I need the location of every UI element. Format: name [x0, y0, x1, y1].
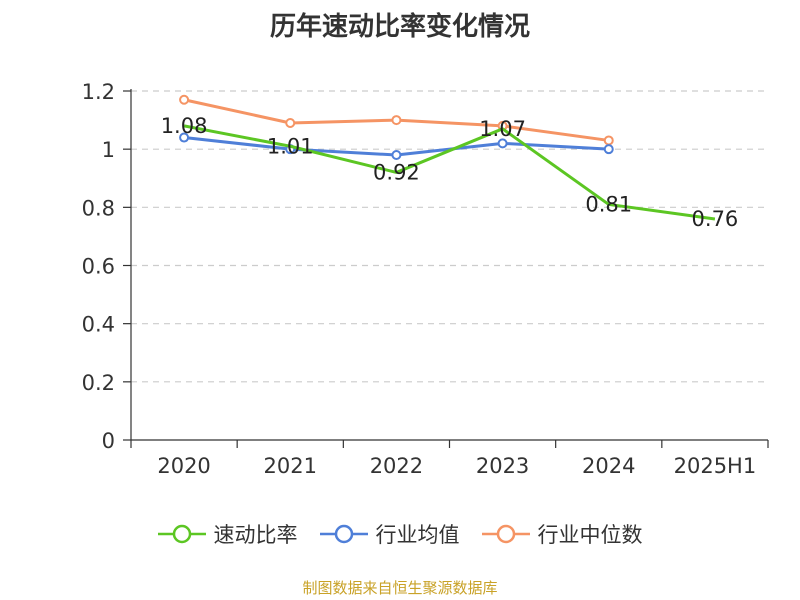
y-tick-label: 0.8 [82, 196, 115, 220]
chart-title: 历年速动比率变化情况 [269, 12, 530, 42]
data-label: 0.81 [585, 192, 632, 216]
series-point [391, 115, 402, 126]
y-tick-label: 1 [102, 138, 115, 162]
legend-swatch-speed-ratio [157, 524, 206, 544]
legend-swatch-industry-mean [319, 524, 368, 544]
legend-label-industry-median: 行业中位数 [537, 523, 643, 547]
x-tick-label: 2023 [476, 454, 529, 478]
grid-lines [131, 90, 768, 383]
legend-label-industry-mean: 行业均值 [375, 523, 460, 547]
y-tick-label: 0.4 [82, 313, 115, 337]
data-label: 0.92 [373, 160, 420, 184]
source-note: 制图数据来自恒生聚源数据库 [302, 579, 498, 597]
legend-item-industry-median[interactable]: 行业中位数 [481, 519, 643, 549]
x-tick-label: 2021 [264, 454, 317, 478]
legend-item-industry-mean[interactable]: 行业均值 [319, 519, 460, 549]
x-tick-label: 2025H1 [674, 454, 757, 478]
series-point [603, 144, 614, 155]
legend-label-speed-ratio: 速动比率 [213, 523, 298, 547]
y-tick-label: 1.2 [82, 80, 115, 104]
data-labels: 1.08 1.01 0.92 1.07 0.81 0.76 [161, 114, 739, 231]
y-tick-label: 0.6 [82, 255, 115, 279]
series-lines [179, 94, 716, 221]
x-tick-label: 2020 [157, 454, 210, 478]
series-point [179, 94, 190, 105]
legend-item-speed-ratio[interactable]: 速动比率 [157, 519, 298, 549]
legend: 速动比率 行业均值 行业中位数 [0, 519, 800, 549]
x-tick-label: 2022 [370, 454, 423, 478]
series-point [497, 138, 508, 149]
data-label: 0.76 [692, 207, 739, 231]
series-line [183, 124, 716, 221]
series-point [391, 149, 402, 160]
y-tick-label: 0 [102, 429, 115, 453]
data-label: 1.08 [161, 114, 208, 138]
series-point [603, 135, 614, 146]
data-label: 1.07 [479, 117, 526, 141]
data-label: 1.01 [267, 134, 314, 158]
y-tick-label: 0.2 [82, 371, 115, 395]
x-tick-label: 2024 [582, 454, 635, 478]
legend-swatch-industry-median [481, 524, 530, 544]
series-point [179, 132, 190, 143]
series-point [285, 117, 296, 128]
